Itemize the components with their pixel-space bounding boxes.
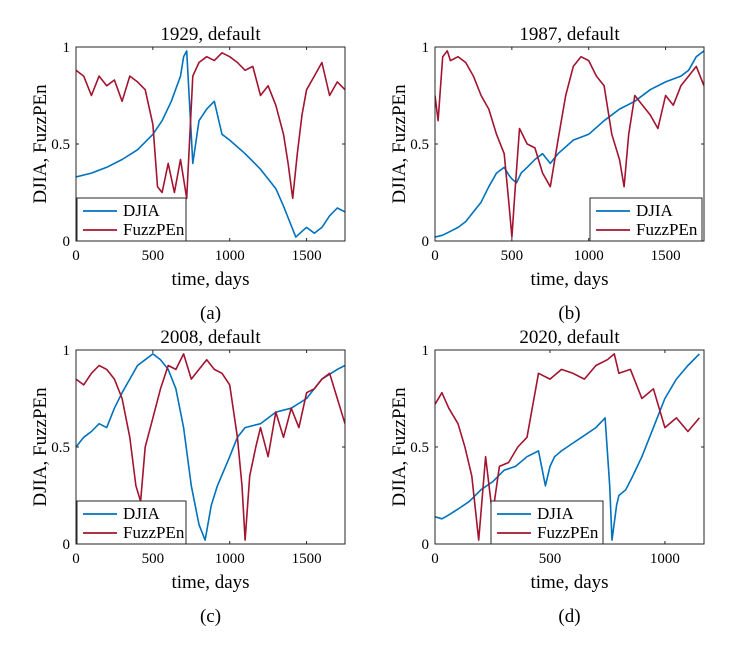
x-tick-label: 1000 bbox=[650, 551, 680, 567]
chart-title: 2008, default bbox=[160, 327, 261, 348]
series-line-fuzzpen bbox=[435, 50, 704, 238]
y-tick-label: 1 bbox=[422, 40, 430, 56]
legend-box bbox=[76, 500, 187, 545]
y-tick-label: 1 bbox=[422, 343, 430, 359]
x-tick-label: 500 bbox=[539, 551, 562, 567]
x-tick-label: 1500 bbox=[292, 551, 322, 567]
series-group bbox=[76, 50, 345, 238]
x-tick-label: 500 bbox=[501, 248, 524, 264]
legend-label-fuzzpen: FuzzPEn bbox=[123, 523, 185, 542]
legend-box bbox=[76, 197, 187, 242]
chart-panel-0: 0 500 1000 1500 0 0.5 1 1929, default time, days… bbox=[30, 24, 346, 324]
y-tick-label: 0 bbox=[63, 537, 71, 553]
x-axis-label: time, days bbox=[530, 572, 608, 593]
y-tick-label: 0 bbox=[422, 537, 430, 553]
x-tick-label: 500 bbox=[142, 248, 165, 264]
legend-label-fuzzpen: FuzzPEn bbox=[123, 220, 185, 239]
x-tick-label: 1000 bbox=[574, 248, 604, 264]
legend-label-djia: DJIA bbox=[636, 201, 674, 220]
y-tick-label: 0 bbox=[63, 234, 71, 250]
panel-caption: (c) bbox=[200, 606, 221, 627]
y-axis-label: DJIA, FuzzPEn bbox=[389, 387, 410, 507]
series-line-djia bbox=[435, 50, 704, 238]
x-axis-label: time, days bbox=[171, 572, 249, 593]
panel-caption: (d) bbox=[558, 606, 580, 627]
y-tick-label: 0.5 bbox=[410, 440, 429, 456]
panel-caption: (b) bbox=[558, 303, 580, 324]
y-tick-label: 1 bbox=[63, 343, 71, 359]
x-axis-label: time, days bbox=[530, 269, 608, 290]
legend-label-djia: DJIA bbox=[123, 201, 161, 220]
series-line-fuzzpen bbox=[76, 51, 345, 200]
y-axis-label: DJIA, FuzzPEn bbox=[389, 84, 410, 204]
panel-caption: (a) bbox=[200, 303, 221, 324]
legend-label-fuzzpen: FuzzPEn bbox=[537, 523, 599, 542]
x-tick-label: 500 bbox=[142, 551, 165, 567]
chart-title: 1929, default bbox=[160, 24, 261, 45]
chart-title: 1987, default bbox=[519, 24, 620, 45]
legend-box bbox=[490, 500, 604, 545]
y-tick-label: 0 bbox=[422, 234, 430, 250]
x-tick-label: 1000 bbox=[215, 551, 245, 567]
y-tick-label: 0.5 bbox=[51, 440, 70, 456]
y-tick-label: 0.5 bbox=[410, 137, 429, 153]
series-line-fuzzpen bbox=[76, 353, 345, 541]
chart-panel-3: 0 500 1000 0 0.5 1 2020, default time, days DJIA… bbox=[389, 327, 705, 627]
series-line-djia bbox=[76, 50, 345, 238]
x-axis-label: time, days bbox=[171, 269, 249, 290]
x-tick-label: 1500 bbox=[651, 248, 681, 264]
y-tick-label: 1 bbox=[63, 40, 71, 56]
series-group bbox=[435, 50, 704, 238]
series-line-fuzzpen bbox=[435, 353, 701, 541]
chart-panel-1: 0 500 1000 1500 0 0.5 1 1987, default time, days… bbox=[389, 24, 705, 324]
x-tick-label: 1000 bbox=[215, 248, 245, 264]
x-tick-label: 0 bbox=[72, 551, 80, 567]
legend-box bbox=[589, 197, 703, 242]
legend-label-djia: DJIA bbox=[537, 504, 575, 523]
x-tick-label: 1500 bbox=[292, 248, 322, 264]
chart-title: 2020, default bbox=[519, 327, 620, 348]
y-axis-label: DJIA, FuzzPEn bbox=[30, 84, 51, 204]
x-tick-label: 0 bbox=[431, 551, 439, 567]
x-tick-label: 0 bbox=[431, 248, 439, 264]
series-group bbox=[76, 353, 345, 541]
legend-label-djia: DJIA bbox=[123, 504, 161, 523]
series-group bbox=[435, 353, 701, 541]
x-tick-label: 0 bbox=[72, 248, 80, 264]
y-tick-label: 0.5 bbox=[51, 137, 70, 153]
legend-label-fuzzpen: FuzzPEn bbox=[636, 220, 698, 239]
chart-panel-2: 0 500 1000 1500 0 0.5 1 2008, default time, days… bbox=[30, 327, 346, 627]
series-line-djia bbox=[76, 353, 345, 541]
series-line-djia bbox=[435, 353, 700, 541]
y-axis-label: DJIA, FuzzPEn bbox=[30, 387, 51, 507]
